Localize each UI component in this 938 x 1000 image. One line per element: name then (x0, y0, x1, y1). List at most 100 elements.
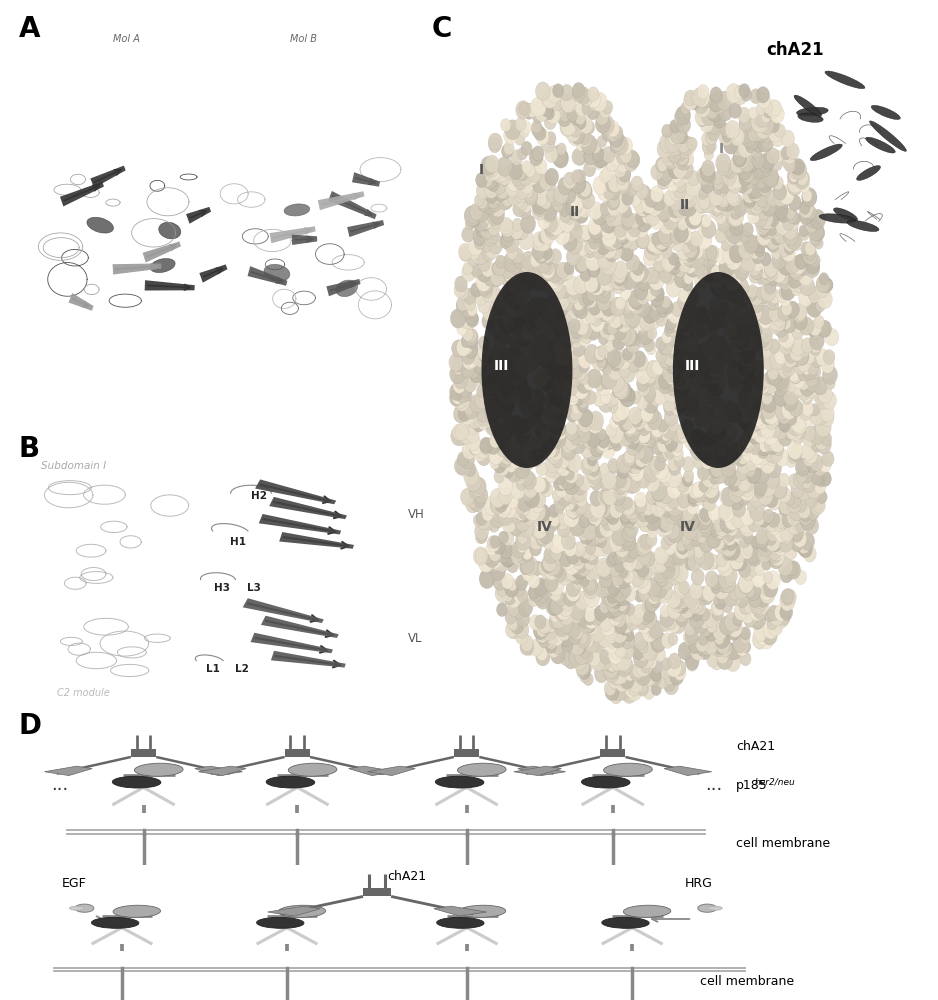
Ellipse shape (741, 313, 750, 325)
Ellipse shape (793, 306, 806, 322)
Ellipse shape (681, 419, 693, 435)
Ellipse shape (536, 532, 546, 545)
Ellipse shape (738, 107, 750, 123)
Ellipse shape (489, 196, 502, 212)
Ellipse shape (632, 415, 642, 427)
Ellipse shape (650, 212, 664, 230)
Ellipse shape (537, 255, 551, 273)
Ellipse shape (613, 385, 622, 398)
Ellipse shape (622, 205, 631, 218)
Ellipse shape (536, 461, 547, 476)
Ellipse shape (514, 459, 530, 479)
Ellipse shape (562, 638, 573, 651)
Ellipse shape (505, 120, 521, 140)
Ellipse shape (739, 331, 754, 351)
Ellipse shape (558, 326, 568, 340)
Ellipse shape (573, 84, 585, 100)
Ellipse shape (661, 633, 673, 648)
Ellipse shape (502, 531, 514, 546)
Ellipse shape (495, 497, 507, 512)
Ellipse shape (597, 434, 611, 451)
Ellipse shape (511, 350, 522, 364)
Ellipse shape (744, 532, 753, 544)
Ellipse shape (671, 620, 681, 633)
Ellipse shape (688, 430, 704, 449)
Ellipse shape (780, 590, 793, 606)
Ellipse shape (775, 513, 787, 528)
Ellipse shape (680, 600, 694, 618)
Ellipse shape (510, 333, 522, 347)
FancyBboxPatch shape (284, 749, 310, 757)
Ellipse shape (543, 262, 553, 275)
Ellipse shape (460, 246, 471, 261)
Ellipse shape (809, 320, 822, 336)
Ellipse shape (744, 196, 759, 215)
Ellipse shape (547, 597, 561, 615)
Ellipse shape (653, 248, 664, 261)
Text: IV: IV (680, 520, 696, 534)
Ellipse shape (778, 256, 793, 275)
Ellipse shape (705, 246, 717, 260)
Ellipse shape (796, 427, 806, 439)
Ellipse shape (651, 596, 661, 608)
Ellipse shape (469, 484, 480, 499)
Ellipse shape (504, 126, 518, 144)
Ellipse shape (807, 375, 816, 387)
Ellipse shape (664, 140, 673, 152)
Ellipse shape (724, 163, 735, 179)
Ellipse shape (459, 243, 472, 260)
Ellipse shape (749, 196, 764, 214)
Ellipse shape (771, 131, 784, 147)
Ellipse shape (490, 189, 502, 204)
Ellipse shape (520, 305, 533, 320)
Ellipse shape (496, 353, 508, 369)
Ellipse shape (775, 424, 787, 440)
Ellipse shape (740, 652, 751, 666)
Ellipse shape (748, 563, 758, 577)
Ellipse shape (537, 478, 550, 493)
Ellipse shape (579, 359, 590, 373)
Ellipse shape (737, 475, 751, 492)
Ellipse shape (779, 246, 792, 261)
Ellipse shape (788, 451, 798, 464)
Ellipse shape (621, 326, 636, 345)
Ellipse shape (435, 776, 484, 788)
Ellipse shape (532, 498, 544, 513)
Ellipse shape (564, 262, 574, 275)
Text: Mol B: Mol B (291, 33, 317, 43)
Ellipse shape (481, 216, 492, 229)
Ellipse shape (463, 375, 477, 392)
Ellipse shape (792, 538, 802, 552)
Ellipse shape (688, 554, 702, 571)
Ellipse shape (500, 446, 515, 465)
Ellipse shape (561, 295, 574, 311)
Ellipse shape (591, 299, 606, 319)
Ellipse shape (462, 327, 474, 341)
Ellipse shape (555, 292, 567, 306)
Ellipse shape (567, 488, 580, 504)
Ellipse shape (520, 176, 535, 194)
Ellipse shape (544, 215, 558, 233)
Ellipse shape (483, 276, 493, 289)
Ellipse shape (674, 579, 688, 596)
Ellipse shape (473, 418, 484, 432)
Ellipse shape (538, 425, 549, 437)
Ellipse shape (666, 616, 676, 630)
Ellipse shape (672, 301, 684, 317)
Ellipse shape (611, 665, 627, 685)
Ellipse shape (477, 512, 491, 530)
Ellipse shape (704, 366, 716, 381)
Ellipse shape (551, 547, 562, 561)
Ellipse shape (664, 408, 678, 426)
Ellipse shape (766, 526, 779, 542)
Ellipse shape (792, 158, 805, 175)
Ellipse shape (725, 120, 740, 139)
Ellipse shape (652, 295, 661, 307)
Ellipse shape (503, 315, 517, 332)
Ellipse shape (671, 260, 681, 274)
Ellipse shape (671, 397, 686, 416)
Ellipse shape (549, 514, 561, 529)
Ellipse shape (653, 256, 666, 272)
Ellipse shape (466, 344, 477, 358)
Ellipse shape (656, 311, 668, 326)
